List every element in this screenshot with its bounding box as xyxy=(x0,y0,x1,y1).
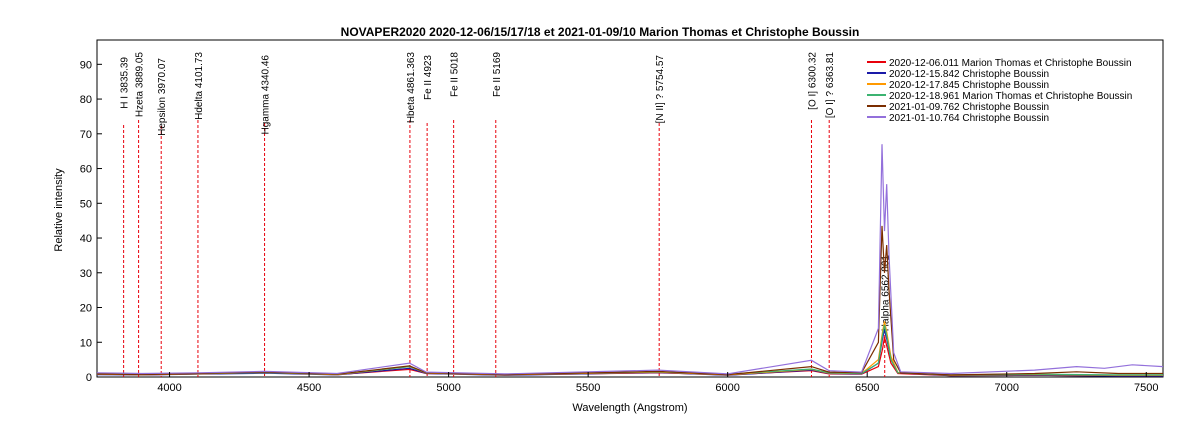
series-line xyxy=(97,225,1163,376)
line-id-label: Hdelta 4101.73 xyxy=(194,52,205,120)
legend-entry: 2020-12-17.845 Christophe Boussin xyxy=(889,80,1049,91)
line-identifications: H I 3835.39 Hzeta 3889.05 Hepsilon 3970.07… xyxy=(120,52,892,377)
x-tick-label: 4500 xyxy=(297,382,321,394)
line-id-label: Hepsilon 3970.07 xyxy=(157,58,168,136)
legend-entry: 2021-01-10.764 Christophe Boussin xyxy=(889,113,1049,124)
x-axis-label: Wavelength (Angstrom) xyxy=(572,402,687,414)
x-tick-label: 7000 xyxy=(994,382,1018,394)
x-tick-label: 5500 xyxy=(576,382,600,394)
x-tick-label: 6000 xyxy=(715,382,739,394)
y-axis: 0 10 20 30 40 50 60 70 80 90 xyxy=(80,59,102,384)
line-id-label: H I 3835.39 xyxy=(120,57,131,109)
x-axis: 4000 4500 5000 5500 6000 6500 7000 7500 xyxy=(157,372,1158,394)
y-tick-label: 30 xyxy=(80,268,92,280)
legend-entry: 2021-01-09.762 Christophe Boussin xyxy=(889,102,1049,113)
legend-entry: 2020-12-15.842 Christophe Boussin xyxy=(889,69,1049,80)
x-tick-label: 6500 xyxy=(855,382,879,394)
line-id-label: Hzeta 3889.05 xyxy=(135,52,146,117)
legend-entry: 2020-12-18.961 Marion Thomas et Christop… xyxy=(889,91,1132,102)
line-id-label: Fe II 5018 xyxy=(450,52,461,97)
y-axis-label: Relative intensity xyxy=(53,168,65,252)
line-id-label: Hgamma 4340.46 xyxy=(261,55,272,135)
y-tick-label: 50 xyxy=(80,198,92,210)
line-id-label: Hbeta 4861.363 xyxy=(406,52,417,124)
spectrum-series xyxy=(97,144,1163,377)
y-tick-label: 70 xyxy=(80,129,92,141)
x-tick-label: 7500 xyxy=(1134,382,1158,394)
legend-entry: 2020-12-06.011 Marion Thomas et Christop… xyxy=(889,58,1132,69)
line-id-label: Fe II 4923 xyxy=(423,55,434,100)
chart-title: NOVAPER2020 2020-12-06/15/17/18 et 2021-… xyxy=(341,25,860,39)
y-tick-label: 10 xyxy=(80,337,92,349)
y-tick-label: 80 xyxy=(80,94,92,106)
line-id-label: [N II] ? 5754.57 xyxy=(655,55,666,124)
x-tick-label: 5000 xyxy=(436,382,460,394)
legend: 2020-12-06.011 Marion Thomas et Christop… xyxy=(867,58,1132,124)
y-tick-label: 60 xyxy=(80,164,92,176)
y-tick-label: 0 xyxy=(86,372,92,384)
y-tick-label: 20 xyxy=(80,303,92,315)
series-line xyxy=(97,144,1163,375)
plot-frame xyxy=(96,39,1164,378)
y-tick-label: 40 xyxy=(80,233,92,245)
y-tick-label: 90 xyxy=(80,59,92,71)
line-id-label: [O I] ? 6363.81 xyxy=(825,52,836,119)
line-id-label: [O I] 6300.32 xyxy=(807,52,818,110)
x-tick-label: 4000 xyxy=(157,382,181,394)
line-id-label: Fe II 5169 xyxy=(492,52,503,97)
line-id-label: Halpha 6562.801 xyxy=(881,255,892,332)
